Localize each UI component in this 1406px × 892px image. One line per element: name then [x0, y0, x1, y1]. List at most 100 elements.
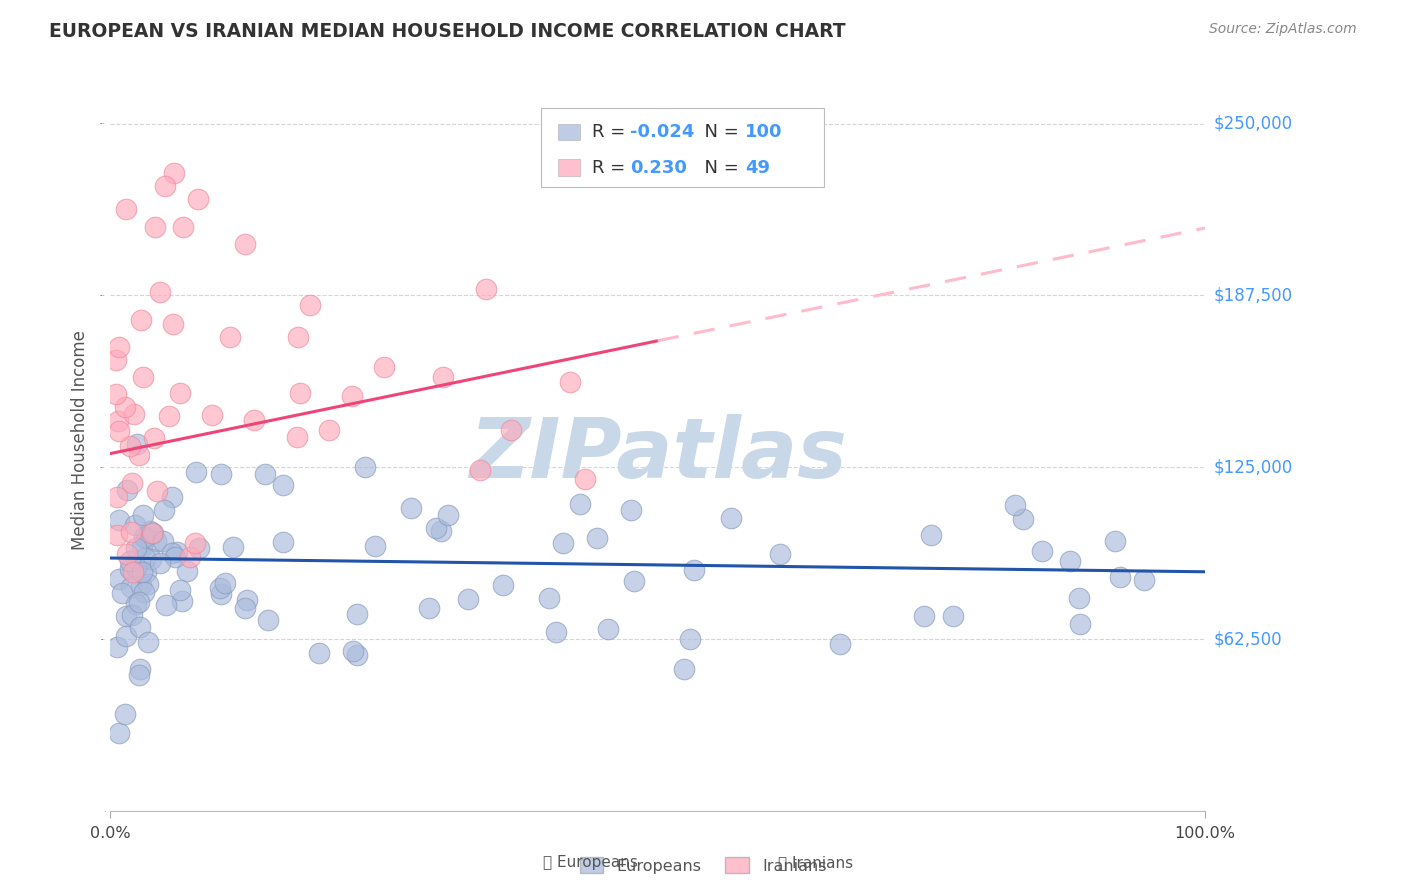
Point: [236, 592, 259, 607]
Point: [145, 534, 167, 549]
Point: [271, 477, 294, 491]
Point: [114, 400, 136, 414]
Legend: Europeans, Iranians: Europeans, Iranians: [574, 851, 832, 880]
Point: [166, 545, 188, 559]
Point: [165, 549, 187, 564]
Point: [157, 409, 180, 423]
Point: [623, 574, 645, 588]
Point: [1133, 573, 1156, 587]
Point: [125, 541, 148, 555]
Point: [187, 192, 209, 206]
Point: [155, 598, 177, 612]
Point: [401, 501, 423, 516]
Point: [596, 622, 619, 636]
Point: [153, 178, 176, 193]
Point: [219, 330, 242, 344]
Point: [257, 613, 280, 627]
Point: [354, 459, 377, 474]
Point: [117, 483, 139, 497]
Point: [105, 490, 128, 504]
Point: [121, 475, 143, 490]
FancyBboxPatch shape: [541, 109, 824, 187]
Point: [125, 436, 148, 450]
Text: EUROPEAN VS IRANIAN MEDIAN HOUSEHOLD INCOME CORRELATION CHART: EUROPEAN VS IRANIAN MEDIAN HOUSEHOLD INC…: [49, 22, 846, 41]
Point: [235, 600, 257, 615]
FancyBboxPatch shape: [558, 124, 581, 140]
Point: [1004, 498, 1026, 512]
Point: [678, 632, 700, 646]
Point: [769, 547, 792, 561]
Text: Source: ZipAtlas.com: Source: ZipAtlas.com: [1209, 22, 1357, 37]
Point: [1031, 543, 1053, 558]
Point: [318, 423, 340, 437]
Point: [538, 591, 561, 606]
Point: [146, 483, 169, 498]
Point: [131, 566, 153, 580]
Point: [120, 554, 142, 568]
Point: [118, 562, 141, 576]
Text: R =: R =: [592, 123, 631, 141]
Point: [432, 370, 454, 384]
Point: [346, 607, 368, 622]
Point: [115, 202, 138, 216]
Point: [108, 572, 131, 586]
Point: [346, 648, 368, 662]
Point: [138, 577, 160, 591]
Point: [1109, 570, 1132, 584]
Point: [132, 370, 155, 384]
Point: [308, 646, 330, 660]
Text: ZIPatlas: ZIPatlas: [468, 414, 846, 495]
Point: [125, 597, 148, 611]
Point: [233, 236, 256, 251]
Point: [683, 563, 706, 577]
Point: [135, 566, 157, 580]
Point: [912, 609, 935, 624]
Point: [208, 582, 231, 596]
Point: [128, 595, 150, 609]
Point: [1059, 554, 1081, 568]
Point: [620, 503, 643, 517]
Point: [499, 423, 522, 437]
Point: [124, 518, 146, 533]
Point: [132, 508, 155, 522]
Point: [209, 467, 232, 481]
Text: -0.024: -0.024: [630, 123, 695, 141]
Point: [287, 330, 309, 344]
Point: [134, 551, 156, 566]
Point: [169, 385, 191, 400]
Point: [129, 662, 152, 676]
Point: [425, 520, 447, 534]
Point: [468, 462, 491, 476]
Point: [585, 531, 607, 545]
Point: [172, 219, 194, 234]
Point: [120, 580, 142, 594]
Point: [184, 465, 207, 479]
Point: [128, 668, 150, 682]
Point: [271, 535, 294, 549]
Point: [828, 637, 851, 651]
Point: [546, 624, 568, 639]
Point: [169, 582, 191, 597]
Point: [184, 535, 207, 549]
Text: $125,000: $125,000: [1213, 458, 1292, 476]
Point: [1011, 512, 1033, 526]
Point: [105, 387, 128, 401]
Text: 100: 100: [745, 123, 782, 141]
Point: [290, 385, 312, 400]
Point: [162, 166, 184, 180]
Point: [143, 431, 166, 445]
Point: [299, 298, 322, 312]
Point: [122, 565, 145, 579]
Point: [1067, 591, 1090, 606]
Point: [108, 726, 131, 740]
Point: [172, 593, 194, 607]
Point: [135, 531, 157, 545]
Point: [115, 608, 138, 623]
Point: [105, 528, 128, 542]
Point: [131, 541, 153, 555]
Point: [153, 503, 176, 517]
Text: ⬜ Europeans: ⬜ Europeans: [543, 855, 638, 870]
Text: 0.230: 0.230: [630, 159, 686, 177]
Point: [551, 535, 574, 549]
Point: [105, 353, 128, 368]
